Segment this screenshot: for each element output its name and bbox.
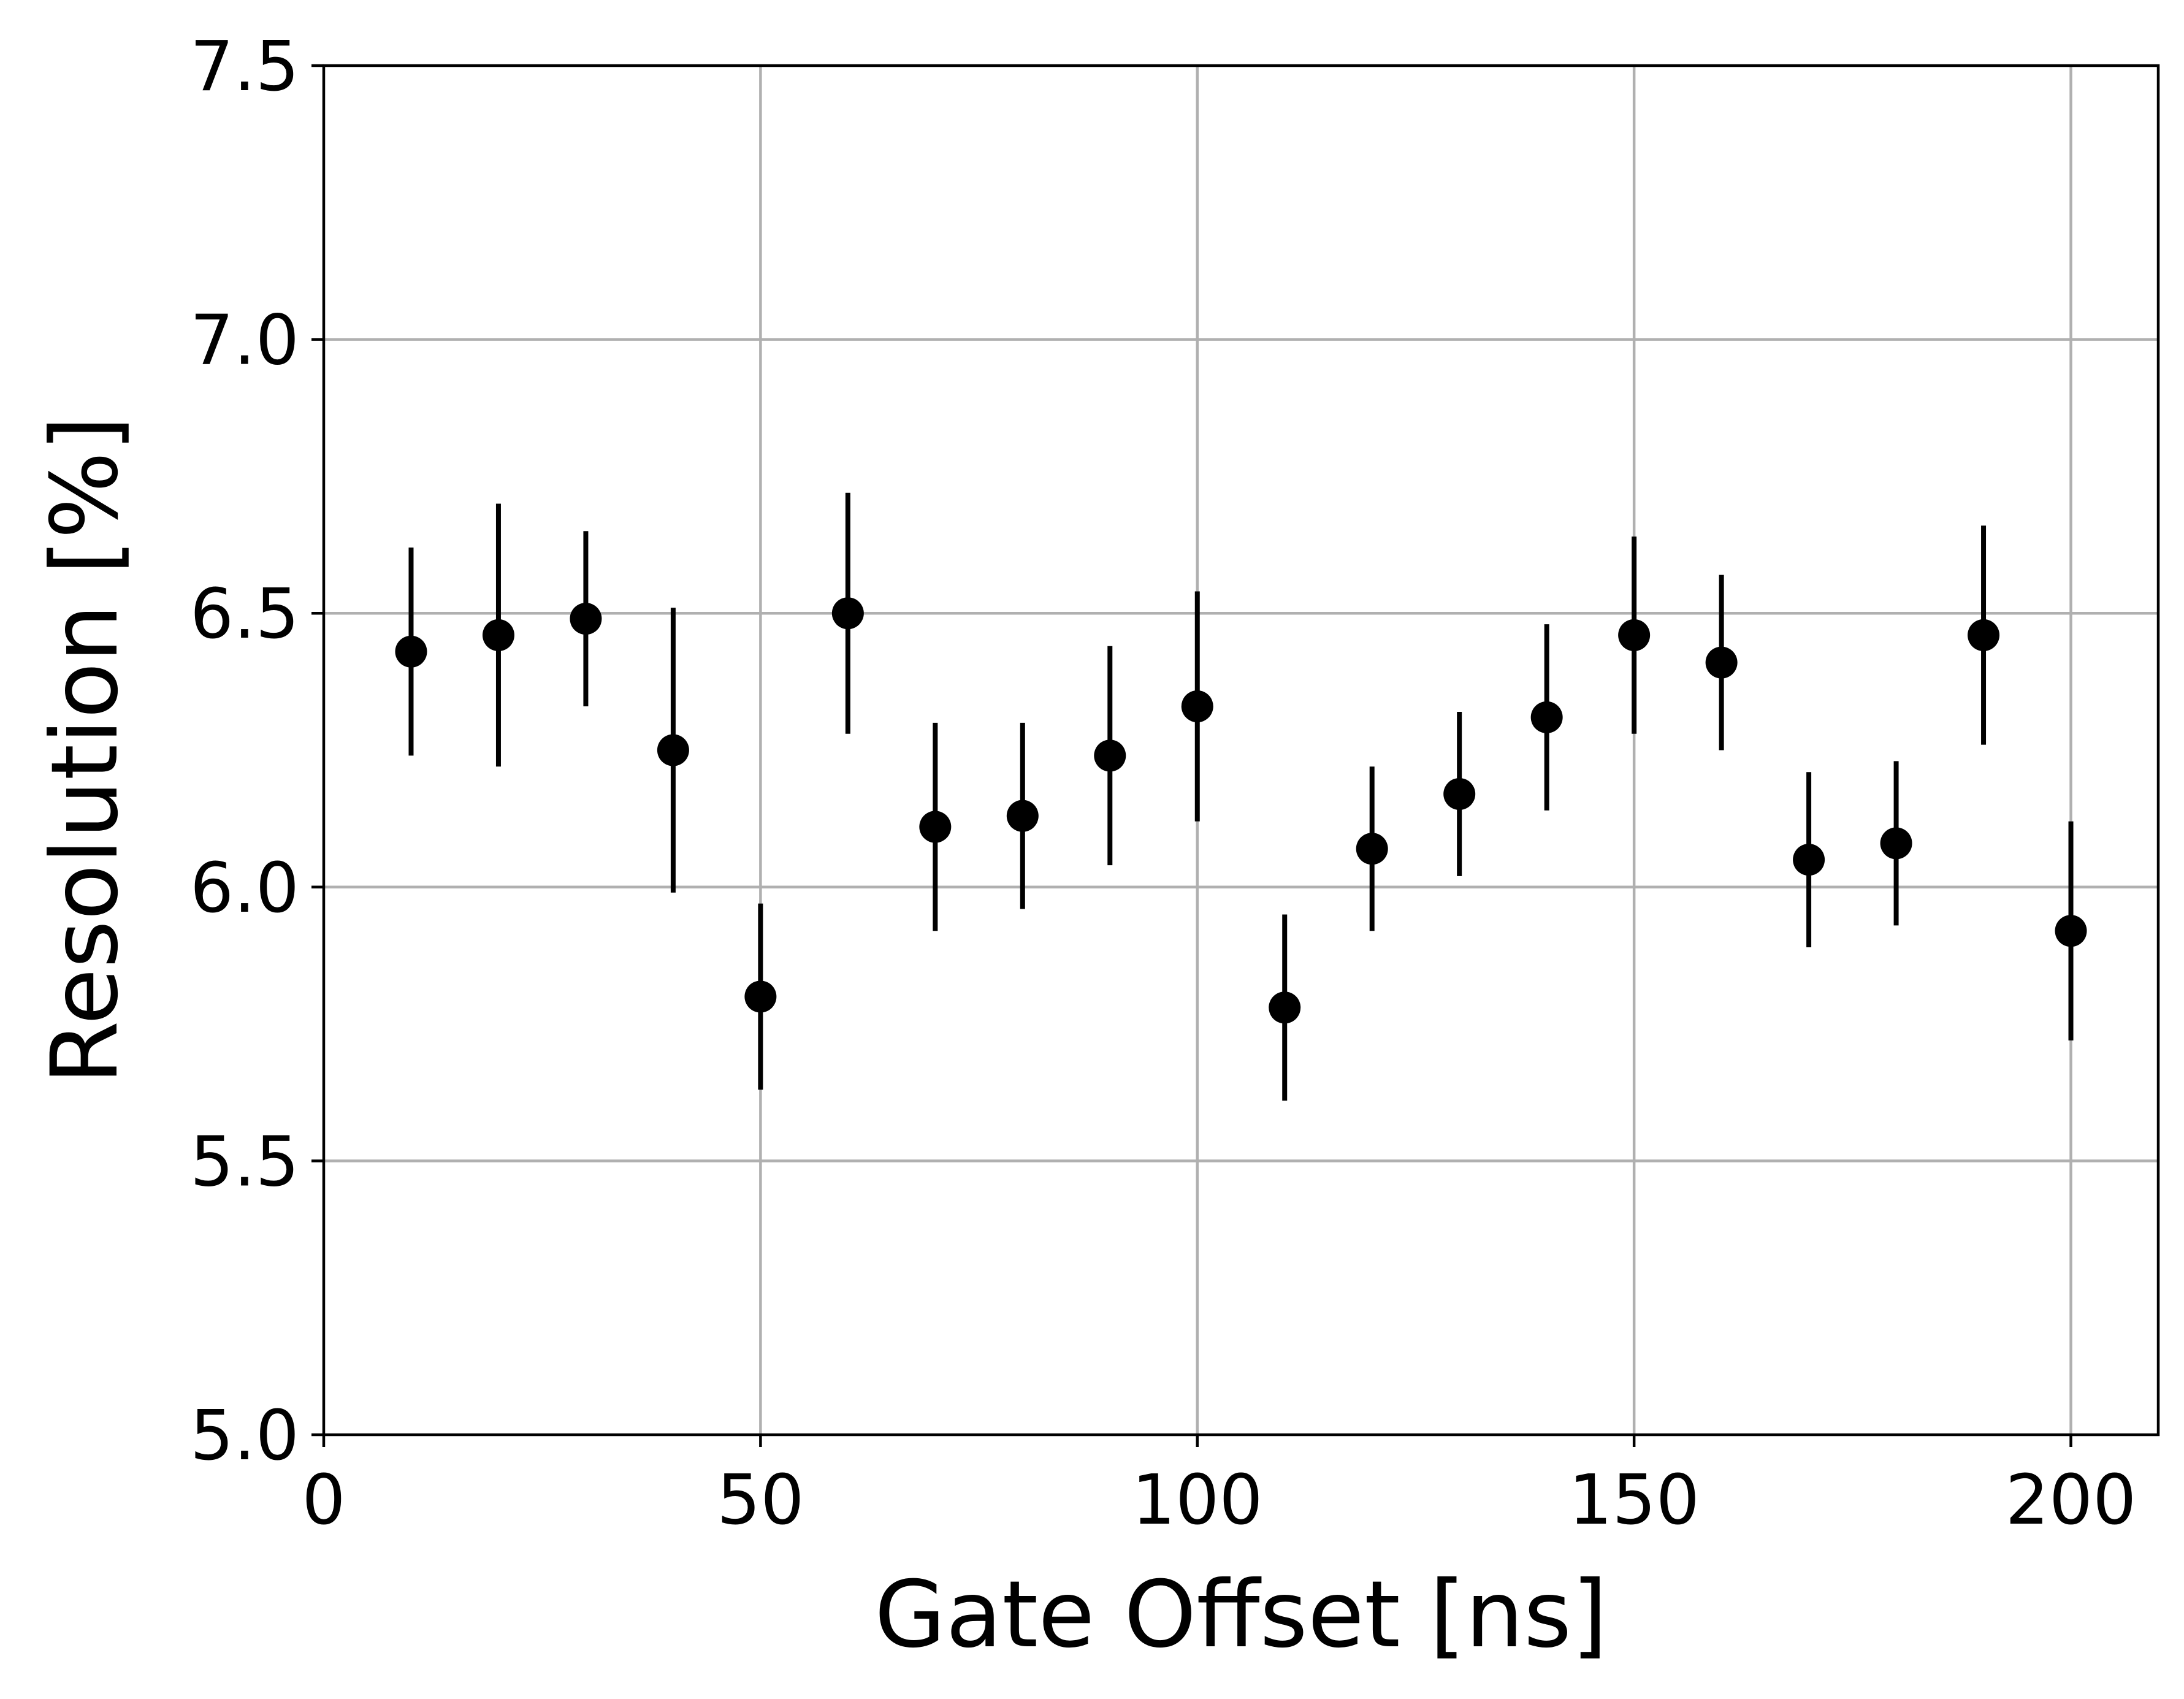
y-axis-label: Resolution [%]: [32, 416, 139, 1085]
x-axis-label: Gate Offset [ns]: [874, 1562, 1608, 1668]
data-point: [1006, 800, 1039, 832]
data-point: [1618, 619, 1651, 651]
data-point: [1530, 701, 1563, 733]
y-tick-label: 6.5: [190, 575, 299, 654]
data-point: [1094, 739, 1126, 772]
data-point: [1443, 777, 1476, 810]
x-tick-label: 0: [302, 1460, 345, 1540]
y-tick-label: 7.5: [190, 27, 299, 107]
data-point: [1705, 646, 1738, 679]
grid: [324, 66, 2158, 1435]
data-point: [1269, 991, 1301, 1024]
data-point: [1793, 844, 1825, 876]
data-point: [744, 980, 777, 1013]
data-point: [2055, 915, 2087, 947]
y-tick-label: 5.5: [190, 1122, 299, 1202]
axis-ticks: 0 50 100 150 200 5.0 5.5 6.0 6.5 7.0 7.5: [190, 27, 2137, 1540]
y-tick-label: 6.0: [190, 849, 299, 928]
x-tick-label: 200: [2006, 1460, 2137, 1540]
y-tick-label: 7.0: [190, 301, 299, 381]
plot-frame: [322, 64, 2160, 1437]
data-point: [482, 619, 514, 651]
data-series: [395, 492, 2087, 1101]
x-tick-label: 100: [1132, 1460, 1263, 1540]
data-point: [1181, 690, 1213, 723]
data-point: [657, 734, 689, 766]
x-tick-label: 50: [717, 1460, 804, 1540]
data-point: [570, 603, 602, 635]
data-point: [1968, 619, 2000, 651]
data-point: [1880, 827, 1912, 860]
data-point: [1356, 833, 1388, 865]
y-tick-label: 5.0: [190, 1396, 299, 1476]
data-point: [831, 597, 864, 630]
x-tick-label: 150: [1568, 1460, 1700, 1540]
data-point: [919, 811, 952, 843]
data-point: [395, 635, 427, 668]
